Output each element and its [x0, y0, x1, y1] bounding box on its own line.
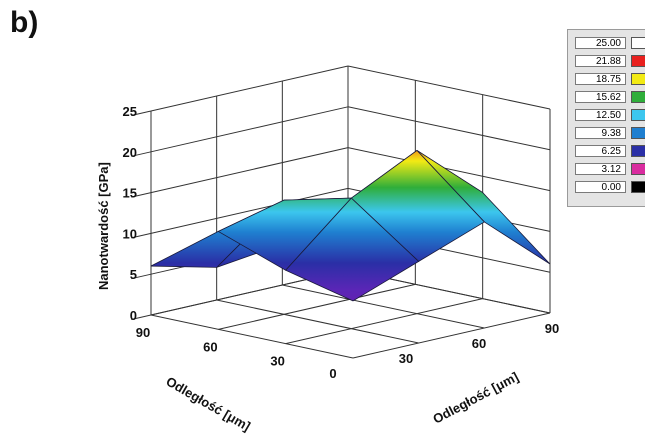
y-tick-label: 30: [270, 354, 284, 369]
tick-mark: [131, 151, 152, 157]
legend-value: 25.00: [575, 37, 626, 49]
legend-swatch: [631, 181, 645, 193]
legend-entry: 0.00: [575, 181, 645, 195]
floor-grid-line: [285, 298, 483, 345]
x-tick-label: 0: [329, 366, 336, 381]
tick-mark: [131, 110, 152, 116]
floor-grid-line: [216, 299, 419, 344]
legend-entry: 18.75: [575, 73, 645, 87]
legend-swatch: [631, 55, 645, 67]
tick-mark: [131, 232, 152, 239]
y-tick-label: 90: [136, 325, 150, 340]
legend-value: 15.62: [575, 91, 626, 103]
legend-entry: 6.25: [575, 145, 645, 159]
tick-mark: [131, 273, 152, 280]
wall-grid-line: [150, 106, 349, 153]
z-axis-title: Nanotwardość [GPa]: [96, 162, 111, 290]
color-legend: 25.00 21.88 18.75 15.62 12.50 9.38 6.25 3.12 0.0…: [567, 29, 645, 207]
x-tick-label: 90: [545, 321, 559, 336]
floor-grid-line: [352, 312, 551, 359]
y-tick-label: 60: [203, 339, 217, 354]
legend-value: 18.75: [575, 73, 626, 85]
legend-swatch: [631, 37, 645, 49]
floor-grid-line: [282, 284, 485, 329]
legend-swatch: [631, 127, 645, 139]
z-tick-label: 10: [123, 226, 137, 241]
legend-entry: 12.50: [575, 109, 645, 123]
floor-grid-line: [150, 314, 354, 359]
legend-entry: 3.12: [575, 163, 645, 177]
legend-value: 9.38: [575, 127, 626, 139]
legend-entry: 21.88: [575, 55, 645, 69]
tick-mark: [131, 314, 152, 320]
wall-grid-line: [347, 65, 551, 110]
legend-swatch: [631, 109, 645, 121]
legend-value: 0.00: [575, 181, 626, 193]
panel-label: b): [10, 6, 39, 39]
legend-entry: 15.62: [575, 91, 645, 105]
x-tick-label: 60: [472, 336, 486, 351]
x-tick-label: 30: [399, 351, 413, 366]
legend-swatch: [631, 91, 645, 103]
z-tick-label: 5: [130, 267, 137, 282]
wall-grid-line: [150, 65, 349, 112]
legend-swatch: [631, 163, 645, 175]
legend-value: 21.88: [575, 55, 626, 67]
z-tick-label: 25: [123, 104, 137, 119]
wall-grid-line: [150, 187, 349, 234]
x-axis-title: Odległość [μm]: [164, 374, 253, 434]
legend-value: 12.50: [575, 109, 626, 121]
wall-grid-line: [150, 147, 349, 194]
z-tick-label: 20: [123, 145, 137, 160]
surface-cell: [285, 197, 420, 302]
legend-value: 3.12: [575, 163, 626, 175]
legend-entry: 25.00: [575, 37, 645, 51]
z-tick-label: 15: [123, 186, 137, 201]
legend-entry: 9.38: [575, 127, 645, 141]
tick-mark: [131, 192, 152, 198]
wall-grid-line: [347, 106, 551, 151]
legend-swatch: [631, 73, 645, 85]
z-tick-label: 0: [130, 308, 137, 323]
legend-value: 6.25: [575, 145, 626, 157]
axis-ticks: 0 5 10 15 20 25 0 30 60 90 30 60 90: [123, 104, 560, 381]
surface-mesh: [150, 149, 551, 302]
floor-grid-line: [218, 283, 416, 330]
wall-grid-line: [347, 147, 551, 192]
legend-swatch: [631, 145, 645, 157]
y-axis-title: Odległość [μm]: [430, 369, 521, 427]
